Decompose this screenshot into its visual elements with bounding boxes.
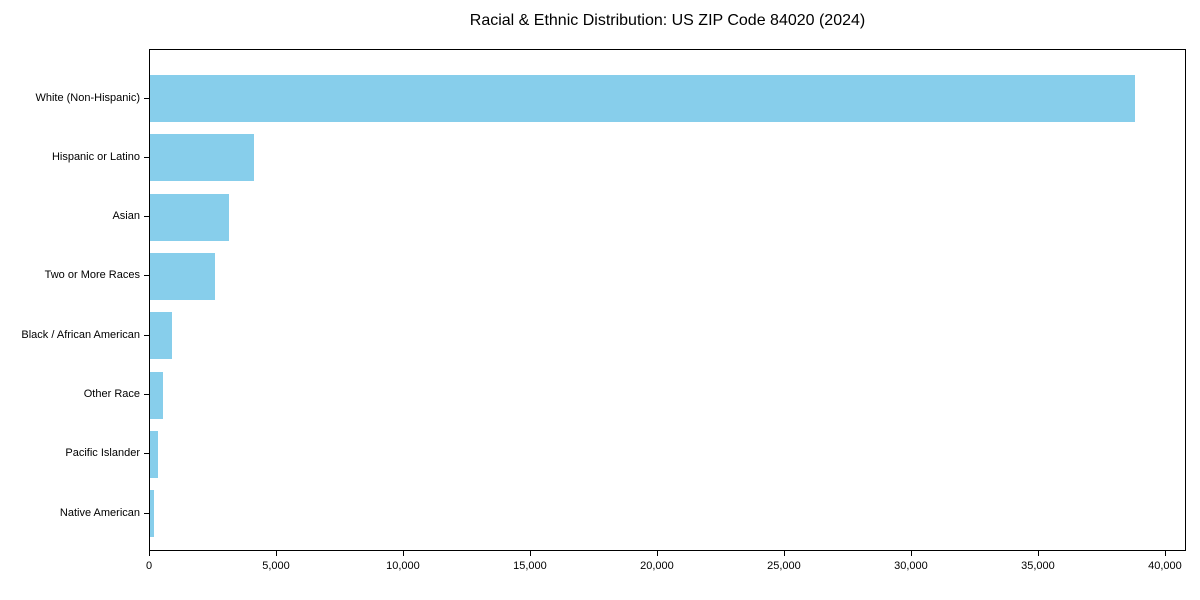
x-tick-label-20000: 20,000 — [640, 560, 674, 572]
bar-black-african-american — [150, 312, 172, 360]
y-tick-label-asian: Asian — [112, 210, 140, 223]
bar-two-or-more-races — [150, 252, 215, 300]
bar-white-non-hispanic — [150, 75, 1135, 122]
y-tick-mark — [144, 156, 149, 158]
x-tick-mark — [783, 551, 785, 556]
x-tick-label-25000: 25,000 — [767, 560, 801, 572]
x-tick-mark — [1164, 551, 1166, 556]
bar-pacific-islander — [150, 430, 158, 478]
y-tick-mark — [144, 512, 149, 514]
x-tick-mark — [149, 551, 150, 556]
x-tick-label-40000: 40,000 — [1148, 560, 1182, 572]
plot-area — [149, 49, 1186, 551]
x-tick-mark — [910, 551, 912, 556]
y-tick-mark — [144, 394, 149, 395]
x-tick-mark — [275, 551, 277, 556]
x-tick-mark — [1037, 551, 1039, 556]
bar-native-american — [150, 490, 154, 538]
y-tick-label-black-african-american: Black / African American — [21, 328, 140, 341]
y-tick-mark — [144, 97, 149, 99]
bar-hispanic-or-latino — [150, 134, 254, 182]
y-tick-mark — [144, 275, 149, 277]
x-tick-label-30000: 30,000 — [894, 560, 928, 572]
y-tick-label-native-american: Native American — [59, 506, 140, 519]
x-tick-label-35000: 35,000 — [1021, 560, 1055, 572]
x-tick-label-0: 0 — [145, 560, 153, 572]
x-tick-mark — [402, 551, 404, 556]
x-tick-label-5000: 5,000 — [262, 560, 290, 572]
y-tick-label-white-non-hispanic: White (Non-Hispanic) — [35, 91, 140, 104]
y-tick-label-two-or-more-races: Two or More Races — [44, 269, 140, 282]
x-tick-label-15000: 15,000 — [513, 560, 547, 572]
y-tick-label-other-race: Other Race — [83, 388, 140, 400]
bar-asian — [150, 193, 229, 241]
bar-other-race — [150, 371, 163, 419]
chart-title: Racial & Ethnic Distribution: US ZIP Cod… — [469, 12, 866, 29]
y-tick-label-hispanic-or-latino: Hispanic or Latino — [51, 150, 140, 163]
x-tick-mark — [529, 551, 531, 556]
x-tick-mark — [656, 551, 658, 556]
y-tick-mark — [144, 216, 149, 218]
y-tick-mark — [144, 334, 149, 336]
x-tick-label-10000: 10,000 — [386, 560, 420, 572]
y-tick-mark — [144, 453, 149, 455]
y-tick-label-pacific-islander: Pacific Islander — [65, 447, 140, 460]
